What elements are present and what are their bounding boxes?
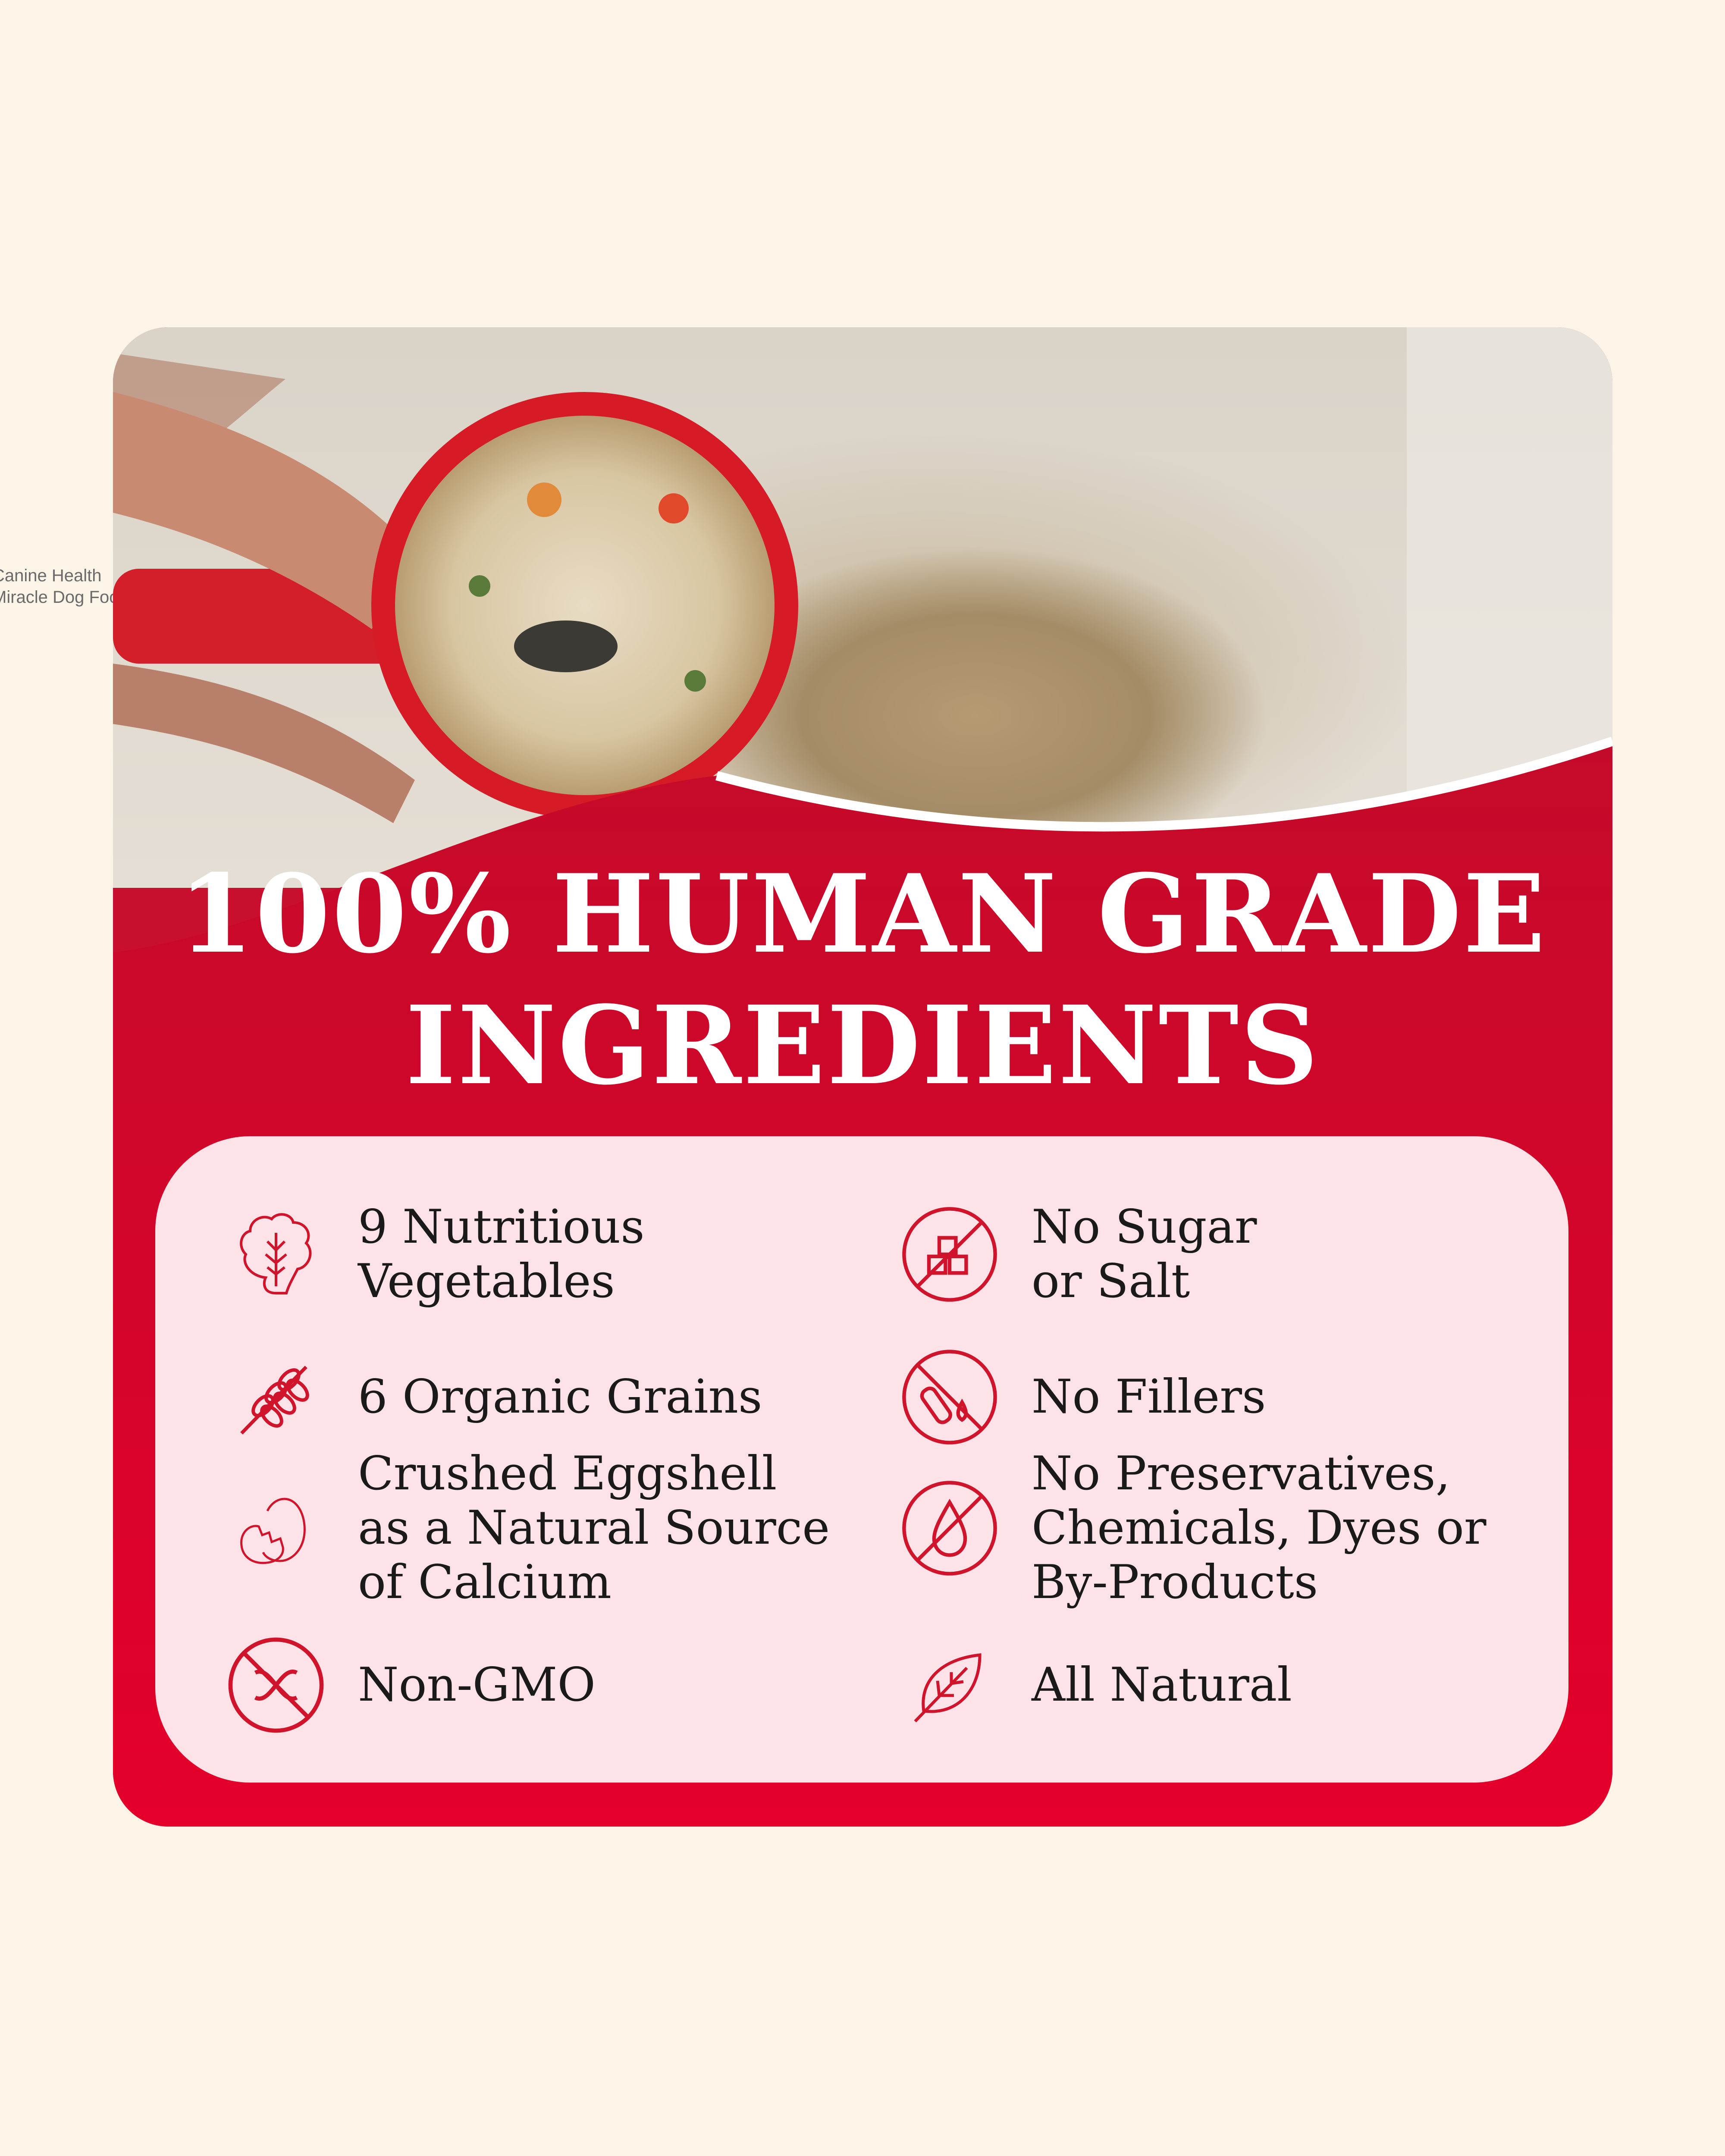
feature-label: 9 Nutritious Vegetables (358, 1200, 645, 1308)
feature-no-fillers: No Fillers (898, 1345, 1266, 1449)
product-photo-scoop (113, 327, 1612, 888)
features-panel: 9 Nutritious Vegetables 6 Organic Grains (155, 1136, 1568, 1783)
feature-label: 6 Organic Grains (358, 1370, 762, 1424)
scoop-illustration (113, 327, 1612, 888)
feature-label: No Preservatives, Chemicals, Dyes or By-… (1032, 1447, 1487, 1609)
headline-line-2: INGREDIENTS (405, 982, 1320, 1109)
feature-eggshell: Crushed Eggshell as a Natural Source of … (224, 1447, 830, 1610)
no-fillers-icon (898, 1345, 1001, 1449)
no-sugar-cubes-icon (898, 1203, 1001, 1306)
feature-label: All Natural (1032, 1658, 1292, 1712)
no-preservatives-drop-icon (898, 1476, 1001, 1580)
product-feature-card: 100% HUMAN GRADE INGREDIENTS 9 Nutritiou… (113, 327, 1612, 1827)
lettuce-icon (224, 1203, 328, 1306)
cracked-egg-icon (224, 1476, 328, 1580)
feature-no-sugar-salt: No Sugar or Salt (898, 1200, 1257, 1309)
feature-no-preservatives: No Preservatives, Chemicals, Dyes or By-… (898, 1447, 1486, 1610)
feature-label: No Sugar or Salt (1032, 1200, 1257, 1308)
feature-vegetables: 9 Nutritious Vegetables (224, 1200, 645, 1309)
hand-fingers (113, 392, 415, 629)
side-caption: Canine Health Miracle Dog Food (0, 565, 129, 608)
feature-label: Crushed Eggshell as a Natural Source of … (358, 1447, 830, 1609)
feature-non-gmo: Non-GMO (224, 1633, 596, 1737)
feature-label: Non-GMO (358, 1658, 596, 1712)
feature-grains: 6 Organic Grains (224, 1345, 762, 1449)
caption-line-1: Canine Health (0, 566, 102, 585)
headline-line-1: 100% HUMAN GRADE (178, 850, 1547, 977)
wheat-icon (224, 1345, 328, 1449)
feature-label: No Fillers (1032, 1370, 1266, 1424)
feature-all-natural: All Natural (898, 1633, 1292, 1737)
caption-line-2: Miracle Dog Food (0, 588, 129, 607)
leaf-icon (898, 1633, 1001, 1737)
no-gmo-icon (224, 1633, 328, 1737)
